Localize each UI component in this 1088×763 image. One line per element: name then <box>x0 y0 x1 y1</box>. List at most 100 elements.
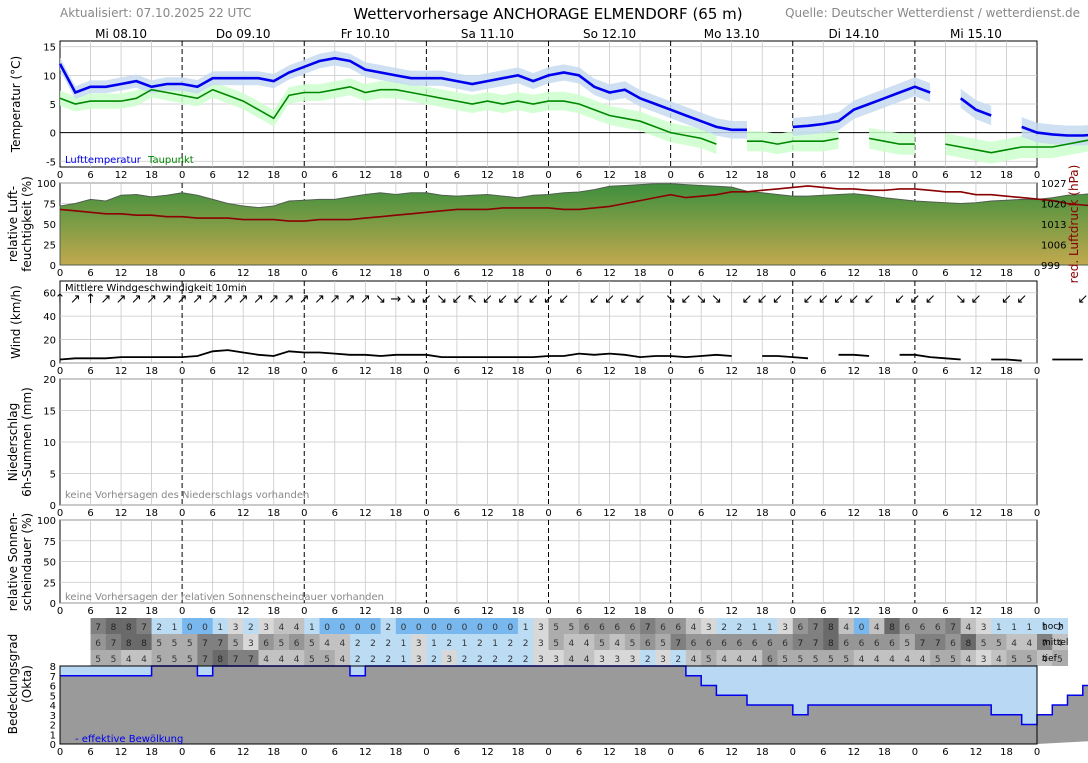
dew-point-band <box>60 78 1088 164</box>
x-tick-label: 6 <box>87 366 93 377</box>
cloud-cell-value: 0 <box>446 623 452 633</box>
wind-direction-arrow: ↗ <box>131 292 142 307</box>
cloud-cell <box>197 634 214 650</box>
cloud-cell-value: 2 <box>477 639 483 649</box>
x-tick-label: 18 <box>634 268 647 279</box>
x-tick-label: 0 <box>179 366 185 377</box>
x-tick-label: 18 <box>1000 268 1013 279</box>
cloud-cell <box>930 634 946 650</box>
cloud-cell-value: 6 <box>263 639 269 649</box>
cloud-cell-value: 6 <box>599 623 605 633</box>
cloud-cell <box>838 650 855 666</box>
cloud-cell-value: 6 <box>950 639 956 649</box>
cloud-cell-value: 2 <box>370 639 376 649</box>
wind-direction-arrow: ↙ <box>635 292 646 307</box>
cloud-cell-value: 6 <box>752 639 758 649</box>
cloud-cell-value: 2 <box>736 623 742 633</box>
x-tick-label: 0 <box>790 366 796 377</box>
cloud-cell <box>930 650 946 666</box>
y-tick-label: 0 <box>50 129 56 140</box>
cloud-cell-value: 5 <box>599 639 605 649</box>
cloud-cell <box>1006 618 1023 634</box>
x-tick-label: 0 <box>1034 366 1040 377</box>
cloud-cell-value: 8 <box>126 623 132 633</box>
cloud-cell <box>350 650 366 666</box>
cloud-cell-value: 8 <box>965 639 971 649</box>
x-tick-label: 6 <box>332 366 338 377</box>
day-label: Mi 15.10 <box>950 27 1002 41</box>
cloud-cell-value: 6 <box>874 639 880 649</box>
pressure-tick-label: 1027 <box>1041 179 1066 190</box>
cloud-cell-value: 5 <box>782 655 788 665</box>
cloud-cell <box>655 618 672 634</box>
cloud-cell <box>1052 634 1069 650</box>
cloud-cell <box>716 634 733 650</box>
cloud-cell <box>701 634 717 650</box>
x-tick-label: 0 <box>545 747 551 758</box>
cloud-cell <box>884 634 901 650</box>
y-tick-label: 1 <box>50 730 56 741</box>
cloud-cell <box>319 618 336 634</box>
cloud-cell-value: 2 <box>446 639 452 649</box>
wind-ylabel: Wind (km/h) <box>9 285 23 359</box>
x-tick-label: 12 <box>481 268 494 279</box>
x-tick-label: 12 <box>847 606 860 617</box>
cloud-cell-value: 1 <box>1011 623 1017 633</box>
cloud-cell-value: 5 <box>324 655 330 665</box>
y-tick-label: 3 <box>50 711 56 722</box>
cloud-cell <box>792 618 809 634</box>
x-tick-label: 6 <box>576 366 582 377</box>
cloud-cell-value: 2 <box>156 623 162 633</box>
cloud-cell-value: 2 <box>507 639 513 649</box>
cloud-cell-value: 3 <box>233 623 239 633</box>
cloud-cell-value: 5 <box>813 655 819 665</box>
precip-note: keine Vorhersagen des Niederschlags vorh… <box>65 490 309 501</box>
cloud-cell <box>411 634 427 650</box>
y-tick-label: 0 <box>50 740 56 751</box>
x-tick-label: 18 <box>389 606 402 617</box>
cloud-cell-value: 3 <box>248 639 254 649</box>
x-tick-label: 0 <box>790 268 796 279</box>
y-tick-label: 6 <box>50 682 56 693</box>
x-tick-label: 0 <box>57 508 63 519</box>
wind-direction-arrow: ↙ <box>970 292 981 307</box>
x-tick-label: 6 <box>209 268 215 279</box>
cloud-cell-value: 1 <box>752 623 758 633</box>
x-tick-label: 0 <box>667 366 673 377</box>
cloud-cell-value: 3 <box>599 655 605 665</box>
cloud-cell <box>487 650 504 666</box>
temperature-ylabel: Temperatur (°C) <box>9 56 23 153</box>
cloud-cell <box>456 634 473 650</box>
cloud-cell <box>243 634 259 650</box>
x-tick-label: 0 <box>57 606 63 617</box>
cloud-cell <box>838 634 855 650</box>
x-tick-label: 18 <box>145 366 158 377</box>
x-tick-label: 0 <box>545 268 551 279</box>
cloud-cell-value: 3 <box>553 655 559 665</box>
cloud-cell <box>594 634 611 650</box>
day-label: So 12.10 <box>583 27 636 41</box>
cloud-cover-area <box>60 666 1088 744</box>
cloud-cell <box>762 618 778 634</box>
x-tick-label: 6 <box>454 366 460 377</box>
x-tick-label: 18 <box>267 747 280 758</box>
cloud-cell <box>456 618 473 634</box>
wind-direction-arrow: ↘ <box>665 292 676 307</box>
cloud-cell-value: 2 <box>355 655 361 665</box>
cloud-cell <box>60 618 76 634</box>
wind-direction-arrow: ↘ <box>955 292 966 307</box>
cloud-cell-value: 0 <box>355 623 361 633</box>
cloud-cell <box>1052 650 1069 666</box>
cloud-cell-value: 3 <box>981 623 987 633</box>
cloud-cell-value: 0 <box>324 623 330 633</box>
cloud-cell-value: 3 <box>614 655 620 665</box>
x-tick-label: 6 <box>820 606 826 617</box>
cloud-cell <box>517 634 534 650</box>
cloud-cell <box>563 634 580 650</box>
x-tick-label: 0 <box>179 508 185 519</box>
cloud-cell <box>899 618 916 634</box>
cloud-cell-value: 4 <box>874 655 880 665</box>
x-tick-label: 6 <box>454 268 460 279</box>
cloud-cell <box>716 650 733 666</box>
